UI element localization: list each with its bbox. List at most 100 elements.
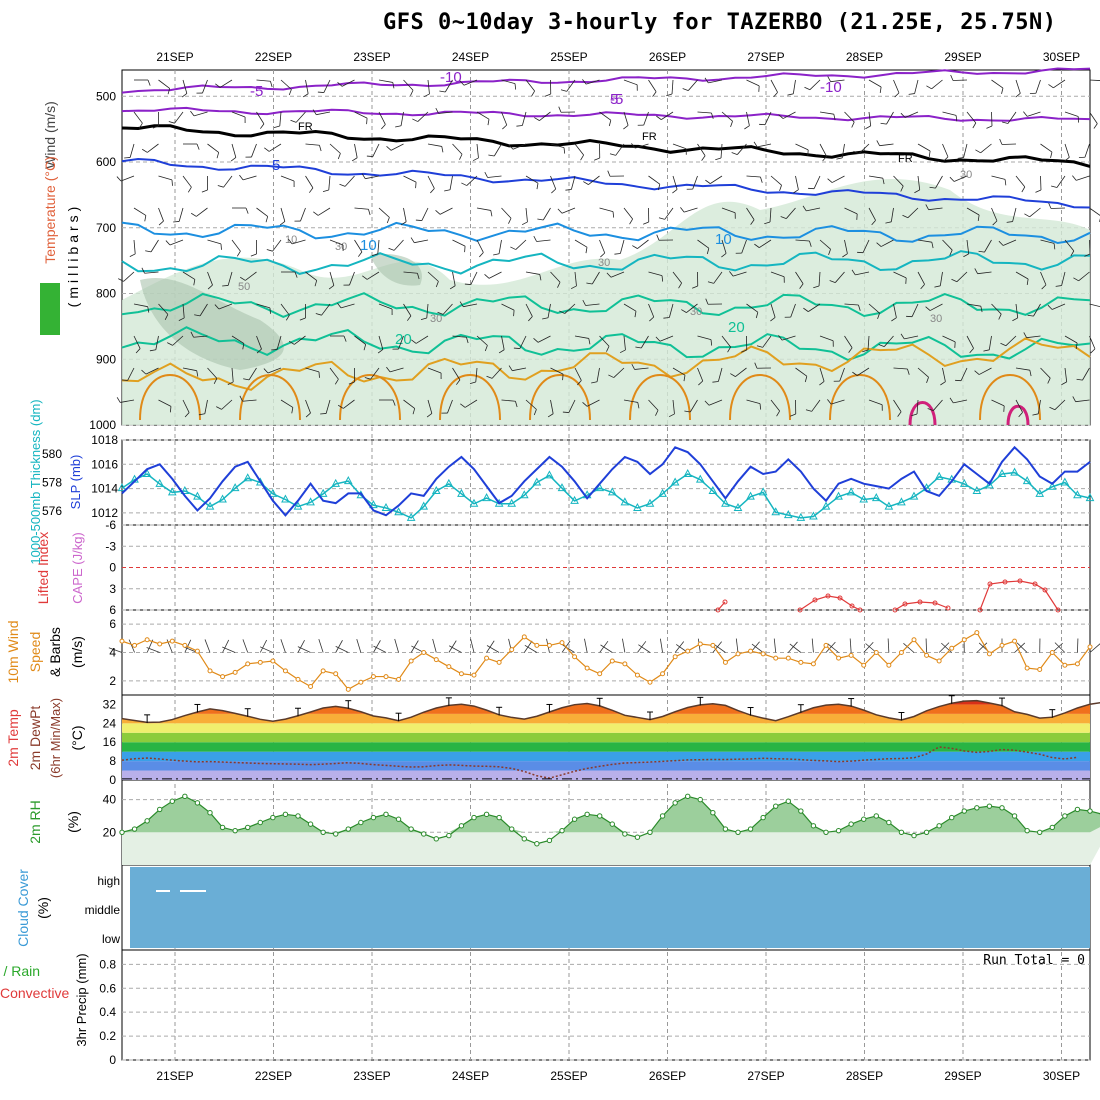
wind-barb <box>129 143 135 158</box>
rh-point <box>345 826 351 832</box>
wind-barb-flag <box>533 338 539 343</box>
boundary-layer-contour <box>239 374 301 421</box>
wind-barb-flag <box>171 179 173 186</box>
wind-barb-flag <box>980 306 983 313</box>
wind-barb-flag <box>809 240 812 247</box>
wind-barb-flag <box>756 345 763 348</box>
rh-point <box>257 819 263 826</box>
temp-band <box>122 704 1090 714</box>
wind-barb-flag <box>631 143 636 149</box>
wind-barb <box>988 335 992 350</box>
li-point <box>917 599 923 605</box>
wind-barb-flag <box>712 381 719 383</box>
slp-tick: 1012 <box>91 506 118 520</box>
thickness-point <box>369 500 378 509</box>
li-line <box>799 595 861 611</box>
wind-speed-point <box>320 668 326 674</box>
wind-barb <box>619 239 625 254</box>
wind-barb-flag <box>929 186 936 189</box>
wind-barb <box>427 399 433 414</box>
wind-barb-flag <box>260 123 265 129</box>
wind-barb <box>291 239 306 245</box>
rh-point <box>433 836 439 842</box>
thickness-point <box>746 491 755 500</box>
wind-barb <box>830 399 845 405</box>
thickness-point <box>180 485 190 494</box>
wind-barb-flag <box>678 282 682 289</box>
wind-barb-flag <box>1070 250 1075 257</box>
wind-barb <box>672 271 682 284</box>
wind-barb <box>839 367 845 382</box>
rh-point <box>1062 813 1068 819</box>
wind-barb <box>329 367 339 380</box>
wind-speed-point <box>1024 665 1030 671</box>
wind-barb-flag <box>1072 175 1077 181</box>
wind-speed-point <box>1062 662 1068 668</box>
wind-barb <box>770 303 776 318</box>
panel-frame-precip <box>121 949 1091 1061</box>
wind-barb-10m <box>373 640 381 653</box>
thickness-point <box>1060 477 1070 486</box>
wind-barb <box>144 271 159 274</box>
wind-barb <box>1064 111 1079 117</box>
wind-barb <box>819 111 834 115</box>
wind-barb <box>438 111 453 114</box>
wind-barb-flag <box>897 411 902 417</box>
wind-barb-flag <box>309 187 314 193</box>
wind-barb <box>248 367 257 381</box>
wind-barb <box>806 207 821 212</box>
wind-barb-flag <box>827 399 832 405</box>
wind-barb-10m <box>789 643 802 653</box>
rh-point <box>194 800 201 806</box>
wind-barb-flag <box>487 119 490 126</box>
wind-barb-10m <box>373 645 387 653</box>
wind-speed-point <box>810 661 816 667</box>
thickness-point <box>167 487 177 496</box>
wind-barb <box>155 335 159 350</box>
wind-barb <box>893 271 907 279</box>
wind-barb <box>819 367 825 382</box>
wind-barb-flag <box>655 410 659 416</box>
wind-barb <box>268 143 282 152</box>
thickness-point <box>406 512 416 521</box>
wind-barb-flag <box>294 271 298 278</box>
wind-barb-flag <box>682 88 689 91</box>
rh-point <box>358 819 364 826</box>
wind-barb-flag <box>776 410 780 417</box>
wind-barb <box>1026 335 1041 339</box>
wind-speed-point <box>157 641 163 647</box>
wind-barb-flag <box>147 79 151 86</box>
temp-band <box>122 770 1090 780</box>
wind-barb <box>879 143 894 147</box>
rh-point <box>986 803 993 809</box>
wind-speed-point <box>634 672 640 678</box>
wind-barb <box>890 207 894 222</box>
wind-barb <box>251 143 257 158</box>
wind-barb-flag <box>698 380 704 386</box>
wind-barb-flag <box>643 221 649 225</box>
bottom-day-label: 27SEP <box>747 1069 784 1083</box>
wind-barb <box>634 143 649 149</box>
wind-barb-flag <box>619 349 626 354</box>
wind-barb-10m <box>410 640 419 653</box>
wind-barb <box>354 111 368 119</box>
wind-barb-flag <box>1093 123 1098 129</box>
wind-barb-flag <box>539 274 542 281</box>
wind-barb-flag <box>542 317 549 320</box>
wind-barb <box>977 271 992 275</box>
wind-barb-flag <box>754 243 760 248</box>
isotherm-5 <box>121 157 1091 209</box>
precip-tick: 0.6 <box>99 981 116 995</box>
wind-barb <box>305 271 317 281</box>
wind-barb <box>623 335 626 350</box>
wind-barb-10m <box>903 643 915 653</box>
wind-speed-point <box>333 671 339 677</box>
rh-point <box>722 826 729 832</box>
wind-speed-point <box>609 658 615 664</box>
wind-barb <box>713 271 723 284</box>
contour-label: 50 <box>238 281 250 293</box>
wind-barb-flag <box>502 124 508 130</box>
wind-barb-flag <box>607 170 611 177</box>
wind-barb-flag <box>456 379 461 385</box>
wind-barb <box>1015 303 1019 318</box>
